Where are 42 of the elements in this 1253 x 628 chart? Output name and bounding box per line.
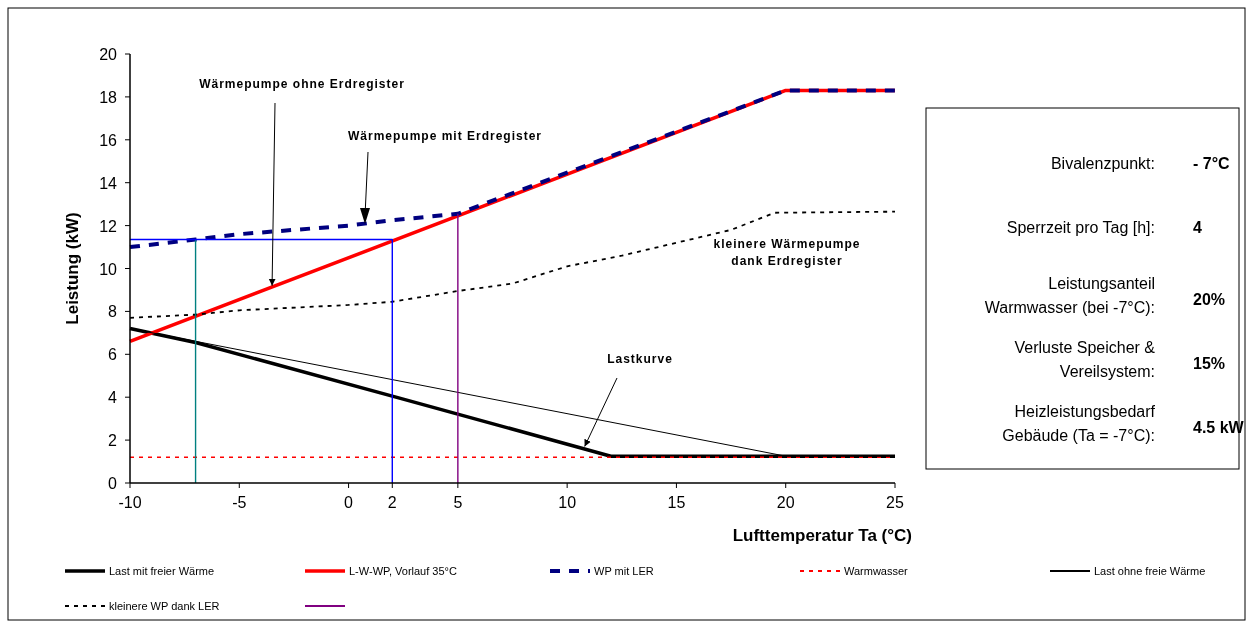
y-tick-label: 0 (108, 475, 118, 492)
legend-label: Last mit freier Wärme (109, 565, 215, 577)
y-tick-label: 4 (108, 389, 118, 407)
text: Bivalenzpunkt: (1050, 155, 1155, 172)
y-tick-label: 20 (99, 46, 118, 63)
x-tick-label: 0 (344, 494, 354, 511)
x-tick-label: 20 (776, 494, 795, 511)
x-axis-title: Lufttemperatur Ta (°C) (732, 526, 912, 545)
x-tick-label: 15 (667, 494, 686, 511)
legend-label: WP mit LER (594, 565, 654, 577)
y-tick-label: 12 (99, 217, 118, 235)
x-tick-label: 25 (886, 494, 904, 511)
text: - 7°C (1193, 155, 1231, 172)
x-tick-label: -5 (232, 494, 247, 511)
text: Leistungsanteil Warmwasser (bei -7°C): (984, 275, 1155, 316)
text: Sperrzeit pro Tag [h]: (1006, 219, 1155, 236)
x-tick-label: 10 (558, 494, 577, 511)
text: Heizleistungsbedarf Gebäude (Ta = -7°C): (1002, 403, 1156, 444)
legend-label: Warmwasser (844, 565, 909, 577)
y-tick-label: 6 (108, 346, 118, 364)
x-tick-label: -10 (118, 494, 142, 511)
y-tick-label: 16 (99, 131, 118, 149)
y-tick-label: 14 (99, 174, 118, 192)
text: 20% (1193, 291, 1226, 308)
text: 4 (1193, 219, 1202, 236)
annotation: Lastkurve (607, 352, 673, 366)
annotation: Wärmepumpe mit Erdregister (347, 129, 543, 143)
y-tick-label: 18 (99, 88, 118, 106)
text: 4.5 kW (1193, 419, 1245, 436)
annotation: kleinere Wärmepumpe dank Erdregister (713, 237, 861, 268)
text: Verluste Speicher & Vereilsystem: (1014, 339, 1156, 380)
y-tick-label: 2 (108, 432, 118, 450)
text: 15% (1193, 355, 1226, 372)
legend-label: Last ohne freie Wärme (1094, 565, 1206, 577)
annotation: Wärmepumpe ohne Erdregister (199, 77, 405, 91)
x-tick-label: 2 (387, 494, 397, 511)
x-tick-label: 5 (453, 494, 463, 511)
y-tick-label: 10 (99, 260, 118, 278)
y-tick-label: 8 (108, 303, 118, 321)
y-axis-title: Leistung (kW) (63, 212, 82, 325)
legend-label: L-W-WP, Vorlauf 35°C (349, 565, 457, 577)
legend-label: kleinere WP dank LER (109, 600, 220, 612)
